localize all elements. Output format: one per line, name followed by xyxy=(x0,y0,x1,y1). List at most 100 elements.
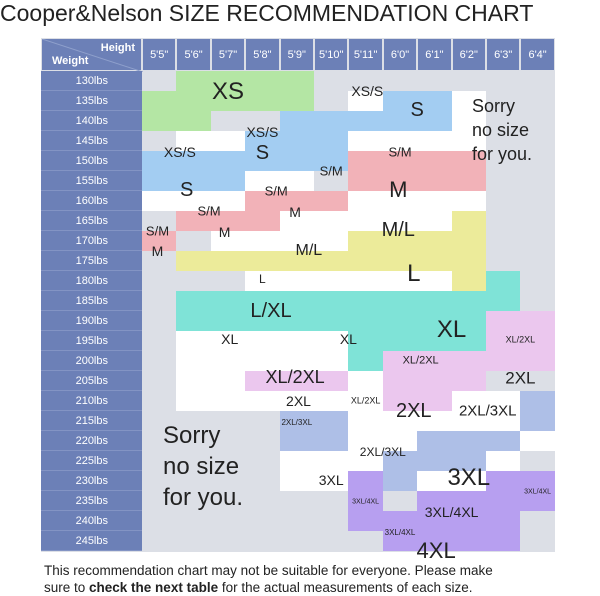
region-l xyxy=(176,251,452,271)
corner-divider xyxy=(42,39,143,72)
weight-header-16: 210lbs xyxy=(41,391,142,411)
weight-header-17: 215lbs xyxy=(41,411,142,431)
label-3xl-4xl: 3XL/4XL xyxy=(384,528,416,537)
label-l: L xyxy=(407,260,421,287)
next-table-link-text: check the next table xyxy=(89,580,219,595)
label-m-l: M/L xyxy=(295,242,323,259)
label-2xl-3xl: 2XL/3XL xyxy=(359,445,406,459)
label-4xl: 4XL xyxy=(416,538,456,563)
header-corner: Height Weight xyxy=(41,38,143,72)
height-header-9: 6'2" xyxy=(451,38,486,71)
height-header-7: 6'0" xyxy=(382,38,418,71)
label-xl: XL xyxy=(221,331,239,347)
region-4xl xyxy=(348,471,383,531)
no-size-note-bottom: Sorry no size for you. xyxy=(163,420,243,513)
size-chart: Height Weight XS XS/S XS/S XS/S S S S S/M S/M S/M… xyxy=(41,38,555,562)
region-3xl xyxy=(382,471,418,491)
height-header-6: 5'11" xyxy=(348,38,383,71)
region-m xyxy=(176,211,280,231)
height-header-3: 5'8" xyxy=(245,38,280,71)
label-xl: XL xyxy=(436,316,467,343)
weight-header-9: 175lbs xyxy=(41,251,142,271)
weight-header-18: 220lbs xyxy=(41,431,142,451)
label-xs: XS xyxy=(211,78,245,105)
label-s: S xyxy=(255,142,270,164)
height-header-11: 6'4" xyxy=(520,38,555,71)
label-2xl: 2XL xyxy=(286,393,311,409)
label-s-m: S/M xyxy=(197,203,221,219)
weight-header-15: 205lbs xyxy=(41,371,142,391)
region-m xyxy=(348,171,486,191)
weight-header-5: 155lbs xyxy=(41,171,142,191)
weight-header-11: 185lbs xyxy=(41,291,142,311)
weight-header-7: 165lbs xyxy=(41,211,142,231)
height-header-1: 5'6" xyxy=(176,38,211,71)
weight-header-3: 145lbs xyxy=(41,131,142,151)
no-size-note-top-line-0: Sorry xyxy=(472,96,516,116)
region-4xl xyxy=(417,491,555,511)
weight-header-4: 150lbs xyxy=(41,151,142,171)
label-2xl: 2XL xyxy=(505,368,536,388)
label-xl-2xl: XL/2XL xyxy=(350,395,381,406)
weight-header-21: 235lbs xyxy=(41,491,142,511)
no-size-note-bottom-line-1: no size xyxy=(163,453,240,480)
label-xl-2xl: XL/2XL xyxy=(505,334,536,345)
label-3xl: 3XL xyxy=(447,464,491,491)
label-l: L xyxy=(259,272,266,286)
no-size-note-top-line-1: no size xyxy=(472,120,530,140)
size-grid: XS XS/S XS/S XS/S S S S S/M S/M S/M S/M S/M M M M M M/L M… xyxy=(142,71,555,562)
label-3xl-4xl: 3XL/4XL xyxy=(424,504,479,520)
label-xl: XL xyxy=(339,331,357,347)
no-size-note-bottom-line-2: for you. xyxy=(163,484,244,511)
region-xl xyxy=(348,331,383,371)
height-header-10: 6'3" xyxy=(486,38,521,71)
no-size-note-top: Sorry no size for you. xyxy=(472,94,532,166)
weight-header-8: 170lbs xyxy=(41,231,142,251)
region-s xyxy=(142,151,246,191)
label-m: M xyxy=(218,224,231,240)
label-xl-2xl: XL/2XL xyxy=(402,354,439,367)
height-header-8: 6'1" xyxy=(417,38,452,71)
weight-header-6: 160lbs xyxy=(41,191,142,211)
region-4xl xyxy=(382,511,521,551)
weight-header-22: 240lbs xyxy=(41,511,142,531)
weight-header-0: 130lbs xyxy=(41,71,142,91)
no-size-note-top-line-2: for you. xyxy=(472,144,533,164)
region-s xyxy=(279,111,383,131)
region-m xyxy=(245,191,349,211)
footer-note: This recommendation chart may not be sui… xyxy=(44,562,600,596)
region-2xl xyxy=(451,351,486,391)
chart-title: Cooper&Nelson SIZE RECOMMENDATION CHART xyxy=(0,0,534,26)
label-s-m: S/M xyxy=(145,223,170,239)
label-3xl-4xl: 3XL/4XL xyxy=(352,498,380,506)
label-2xl: 2XL xyxy=(395,400,432,422)
label-2xl-3xl: 2XL/3XL xyxy=(458,402,517,420)
footer-line-2-post: for the actual measurements of each size… xyxy=(218,580,473,595)
height-header-5: 5'10" xyxy=(314,38,349,71)
region-3xl xyxy=(382,451,486,471)
weight-header-12: 190lbs xyxy=(41,311,142,331)
weight-header-23: 245lbs xyxy=(41,531,142,551)
label-xs-s: XS/S xyxy=(351,83,384,99)
label-3xl-4xl: 3XL/4XL xyxy=(524,488,552,496)
region-3xl xyxy=(520,391,555,431)
label-xl-2xl: XL/2XL xyxy=(265,367,325,387)
region-xl xyxy=(486,271,521,311)
label-s: S xyxy=(410,99,424,121)
region-3xl xyxy=(417,431,521,451)
label-s-m: S/M xyxy=(319,163,343,179)
label-s-m: S/M xyxy=(264,183,288,199)
label-m: M xyxy=(289,204,301,220)
footer-line-2-pre: sure to xyxy=(44,580,90,595)
height-header-4: 5'9" xyxy=(279,38,314,71)
region-2xl xyxy=(245,371,349,391)
region-s xyxy=(314,151,349,171)
region-m xyxy=(348,151,486,171)
region-xs xyxy=(142,91,211,131)
weight-header-10: 180lbs xyxy=(41,271,142,291)
label-m-l: M/L xyxy=(381,219,415,241)
weight-header-20: 230lbs xyxy=(41,471,142,491)
label-2xl-3xl: 2XL/3XL xyxy=(281,418,313,427)
label-l-xl: L/XL xyxy=(250,300,292,322)
region-2xl xyxy=(382,351,452,411)
